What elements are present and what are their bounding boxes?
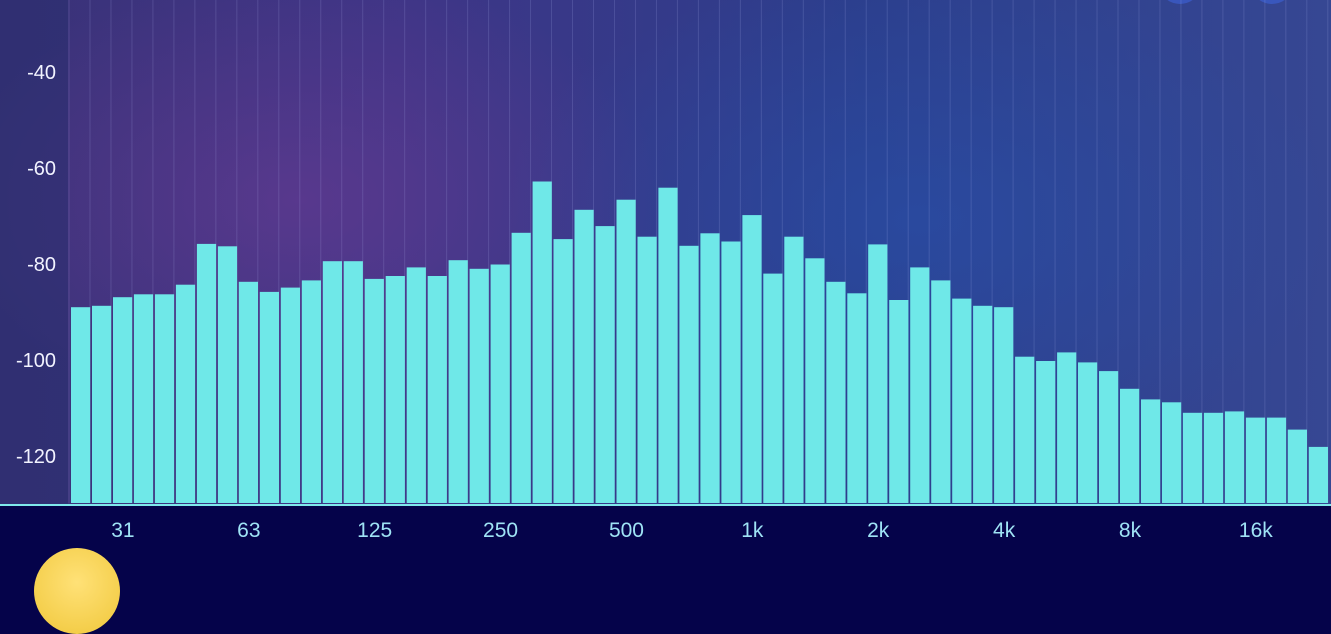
spectrum-bar: [1308, 446, 1328, 503]
spectrum-bar: [910, 267, 930, 503]
spectrum-bar: [217, 246, 238, 504]
x-tick-label: 2k: [867, 519, 890, 542]
spectrum-bar: [1015, 356, 1035, 503]
spectrum-bar: [1078, 362, 1098, 503]
x-tick-label: 1k: [741, 519, 764, 542]
x-tick-label: 250: [483, 519, 519, 542]
spectrum-bar: [1182, 412, 1203, 503]
spectrum-bar: [1057, 352, 1077, 503]
x-tick-label: 4k: [993, 519, 1016, 542]
yellow-control-knob[interactable]: [34, 548, 120, 634]
spectrum-bar: [92, 305, 112, 503]
spectrum-bar: [553, 239, 573, 503]
spectrum-bar: [1141, 399, 1161, 503]
spectrum-bar: [868, 244, 888, 503]
spectrum-bar: [322, 261, 342, 503]
x-axis-line: [0, 504, 1331, 506]
spectrum-bar: [385, 276, 405, 503]
x-tick-label: 31: [111, 519, 135, 542]
spectrum-bar: [1120, 388, 1140, 503]
spectrum-bar: [364, 278, 384, 503]
x-tick-label: 125: [357, 519, 393, 542]
spectrum-bar: [532, 181, 552, 503]
top-knob-left[interactable]: [1162, 0, 1198, 4]
spectrum-bar: [973, 305, 993, 503]
spectrum-bar: [574, 209, 594, 504]
spectrum-bar: [679, 245, 699, 504]
spectrum-bar: [301, 280, 321, 503]
spectrum-bar: [406, 267, 426, 503]
spectrum-bar: [175, 284, 196, 503]
spectrum-bar: [133, 294, 154, 503]
x-tick-label: 500: [608, 519, 644, 542]
spectrum-bar: [658, 187, 678, 503]
spectrum-bar: [784, 236, 804, 503]
spectrum-bar: [71, 307, 91, 503]
spectrum-bar: [889, 300, 909, 503]
spectrum-bar: [994, 307, 1014, 503]
spectrum-bar: [511, 232, 531, 504]
spectrum-bar: [1266, 417, 1287, 503]
spectrum-bar: [616, 199, 636, 503]
top-knob-right[interactable]: [1254, 0, 1290, 4]
spectrum-bar: [196, 243, 217, 503]
frequency-axis-band: [0, 505, 1331, 562]
spectrum-bar: [637, 236, 657, 503]
spectrum-bar: [113, 297, 133, 503]
spectrum-bar: [427, 276, 447, 503]
y-tick-label: -40: [27, 62, 56, 84]
spectrum-bar: [952, 298, 972, 503]
x-tick-label: 63: [237, 519, 261, 542]
spectrum-bar: [343, 261, 363, 503]
spectrum-bar: [469, 268, 489, 503]
spectrum-bar: [1203, 412, 1224, 503]
spectrum-bar: [742, 215, 762, 503]
spectrum-bar: [700, 233, 720, 504]
spectrum-bar: [805, 258, 825, 503]
spectrum-bar: [763, 273, 783, 503]
spectrum-bars: [71, 181, 1328, 504]
spectrum-bar: [847, 293, 867, 503]
spectrum-bar: [154, 294, 175, 503]
spectrum-bar: [490, 264, 510, 503]
x-tick-label: 8k: [1118, 519, 1142, 542]
spectrum-bar: [721, 241, 741, 503]
y-tick-label: -100: [15, 350, 56, 372]
spectrum-bar: [448, 260, 468, 503]
spectrum-bar: [1162, 402, 1182, 503]
spectrum-bar: [826, 281, 846, 503]
spectrum-bar: [238, 281, 258, 503]
spectrum-bar: [1036, 361, 1056, 503]
spectrum-bar: [1245, 417, 1266, 503]
spectrum-bar: [595, 226, 615, 503]
spectrum-bar: [259, 291, 279, 503]
y-tick-label: -80: [27, 254, 56, 276]
y-axis-panel: [0, 0, 68, 505]
spectrum-bar: [1287, 429, 1307, 503]
x-tick-label: 16k: [1238, 519, 1273, 542]
y-tick-label: -60: [27, 158, 56, 180]
spectrum-chart: [68, 0, 1329, 504]
spectrum-bar: [931, 280, 951, 503]
y-tick-label: -120: [15, 446, 56, 468]
spectrum-bar: [1099, 371, 1119, 503]
spectrum-bar: [1224, 411, 1245, 503]
spectrum-bar: [280, 287, 300, 503]
